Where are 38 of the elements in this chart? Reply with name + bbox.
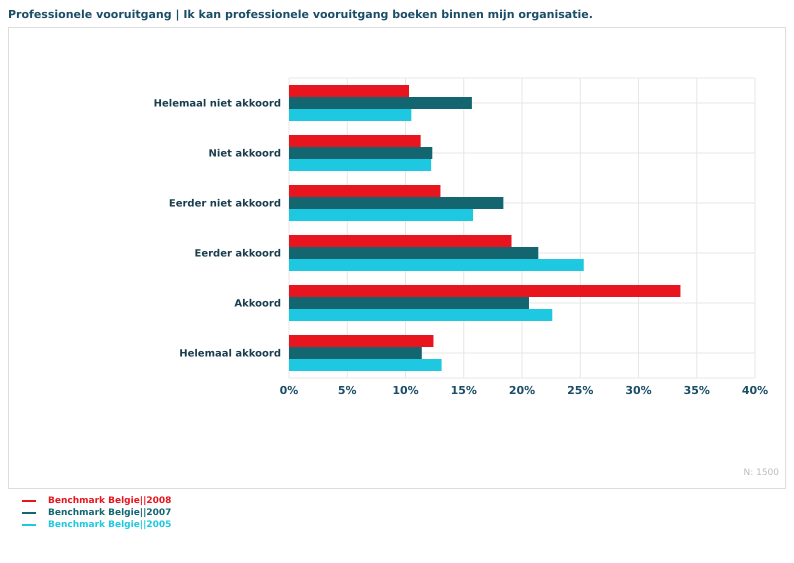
bar	[289, 85, 409, 97]
x-tick-label: 25%	[567, 384, 594, 397]
x-tick-label: 0%	[280, 384, 298, 397]
y-tick-label: Helemaal akkoord	[179, 348, 281, 360]
x-tick-label: 40%	[742, 384, 768, 397]
legend-label: Benchmark Belgie||2005	[48, 520, 172, 530]
chart-title: Professionele vooruitgang | Ik kan professionele vooruitgang boeken binnen mijn organisatie.	[8, 8, 594, 21]
bar	[289, 259, 584, 271]
x-tick-label: 10%	[392, 384, 419, 397]
bar	[289, 109, 412, 121]
bar	[289, 335, 434, 347]
bar	[289, 135, 421, 147]
x-tick-label: 35%	[684, 384, 710, 397]
legend-label: Benchmark Belgie||2008	[48, 496, 172, 506]
y-tick-label: Akkoord	[234, 298, 281, 310]
x-tick-label: 15%	[450, 384, 477, 397]
bar	[289, 185, 440, 197]
y-tick-label: Eerder niet akkoord	[168, 198, 281, 210]
bar	[289, 285, 680, 297]
x-tick-label: 5%	[338, 384, 357, 397]
bar	[289, 309, 552, 321]
bar	[289, 147, 432, 159]
bar	[289, 197, 504, 209]
bar	[289, 209, 474, 221]
bar	[289, 359, 442, 371]
bar	[289, 97, 472, 109]
bar	[289, 247, 538, 259]
y-tick-label: Niet akkoord	[208, 148, 281, 160]
x-tick-label: 30%	[625, 384, 652, 397]
text: N: 1500	[743, 468, 779, 478]
x-tick-label: 20%	[508, 384, 536, 397]
legend-label: Benchmark Belgie||2007	[48, 508, 172, 518]
bar	[289, 297, 529, 309]
bar	[289, 347, 422, 359]
y-tick-label: Eerder akkoord	[194, 248, 281, 260]
bar	[289, 235, 512, 247]
bar	[289, 159, 432, 171]
y-tick-label: Helemaal niet akkoord	[154, 98, 281, 110]
